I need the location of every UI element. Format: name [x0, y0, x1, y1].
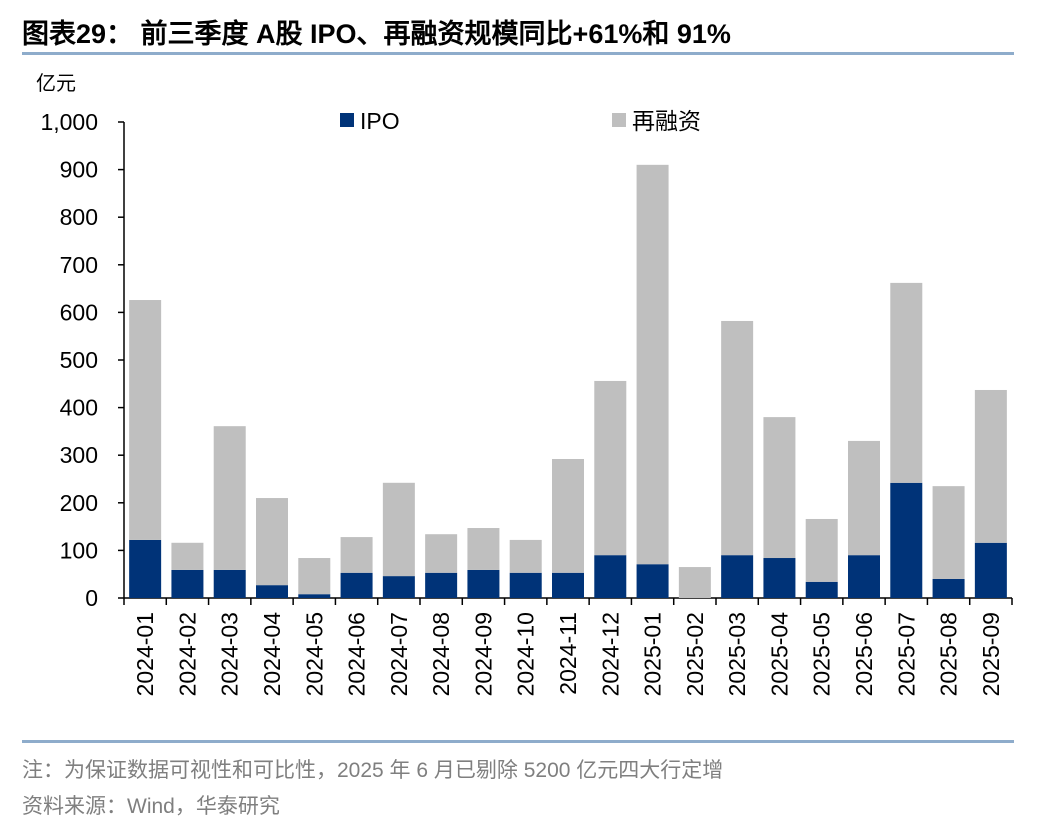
y-tick-label: 600 — [60, 299, 98, 325]
bar-refinancing — [636, 164, 669, 565]
bar-refinancing — [213, 426, 246, 570]
legend-swatch-refinancing — [612, 113, 626, 127]
bar-refinancing — [340, 537, 373, 573]
x-tick-label: 2025-01 — [640, 612, 666, 696]
bar-refinancing — [805, 518, 838, 582]
x-tick-label: 2024-02 — [174, 612, 200, 696]
bar-ipo — [340, 572, 373, 598]
bar-refinancing — [594, 380, 627, 556]
legend-label: 再融资 — [632, 108, 701, 134]
y-tick-label: 200 — [60, 490, 98, 516]
x-tick-label: 2024-10 — [513, 612, 539, 696]
bar-refinancing — [129, 300, 162, 540]
x-tick-label: 2025-08 — [936, 612, 962, 696]
y-axis-unit: 亿元 — [36, 72, 76, 95]
source-text: 资料来源：Wind，华泰研究 — [22, 795, 280, 818]
bar-refinancing — [509, 539, 542, 573]
y-tick-label: 0 — [85, 585, 98, 611]
stacked-bar-chart: 亿元 0 100 200 300 400 500 600 700 800 900 1,000 2024-… — [36, 72, 1013, 697]
chart-title: 图表29： 前三季度 A股 IPO、再融资规模同比+61%和 91% — [22, 19, 731, 49]
bar-refinancing — [890, 282, 923, 483]
x-tick-label: 2024-08 — [428, 612, 454, 696]
x-tick-label: 2024-07 — [386, 612, 412, 696]
y-tick-label: 400 — [60, 395, 98, 421]
x-tick-label: 2024-12 — [597, 612, 623, 696]
footer-rule — [22, 740, 1014, 743]
x-tick-label: 2025-04 — [766, 612, 792, 697]
bar-refinancing — [298, 558, 331, 595]
bar-ipo — [298, 594, 331, 598]
x-tick-label: 2025-02 — [682, 612, 708, 696]
y-tick-label: 800 — [60, 204, 98, 230]
x-tick-label: 2025-07 — [893, 612, 919, 696]
y-tick-label: 900 — [60, 157, 98, 183]
bar-ipo — [848, 555, 880, 598]
bar-ipo — [467, 569, 500, 598]
legend-swatch-ipo — [340, 113, 354, 127]
x-tick-label: 2024-11 — [555, 612, 581, 695]
x-tick-label: 2024-04 — [259, 612, 285, 697]
x-tick-label: 2025-03 — [724, 612, 750, 696]
x-tick-label: 2024-05 — [301, 612, 327, 696]
bar-ipo — [425, 572, 458, 598]
legend-label: IPO — [360, 108, 400, 134]
bar-ipo — [594, 555, 627, 598]
bar-refinancing — [848, 440, 880, 556]
footnote: 注：为保证数据可视性和可比性，2025 年 6 月已剔除 5200 亿元四大行定… — [22, 759, 724, 782]
bar-ipo — [256, 585, 288, 598]
bar-ipo — [974, 542, 1007, 598]
bar-ipo — [213, 569, 246, 598]
bar-refinancing — [171, 542, 204, 570]
y-tick-label: 100 — [60, 537, 98, 563]
bar-refinancing — [763, 417, 796, 559]
bar-refinancing — [256, 498, 288, 586]
bar-ipo — [509, 572, 542, 598]
x-tick-label: 2025-05 — [809, 612, 835, 696]
bar-ipo — [763, 558, 796, 598]
bar-refinancing — [425, 534, 458, 573]
bar-refinancing — [932, 486, 965, 579]
bar-refinancing — [678, 567, 711, 598]
bar-refinancing — [552, 459, 584, 573]
title-rule — [22, 52, 1014, 55]
bar-ipo — [890, 482, 923, 598]
bar-ipo — [636, 564, 669, 598]
bar-refinancing — [721, 320, 754, 556]
x-tick-label: 2024-09 — [470, 612, 496, 696]
bar-ipo — [805, 581, 838, 598]
bar-refinancing — [974, 389, 1007, 543]
bar-refinancing — [467, 528, 500, 570]
y-tick-label: 700 — [60, 252, 98, 278]
x-tick-label: 2024-06 — [344, 612, 370, 696]
y-tick-label: 1,000 — [40, 109, 98, 135]
y-tick-label: 500 — [60, 347, 98, 373]
bar-refinancing — [382, 482, 415, 577]
bar-ipo — [382, 576, 415, 598]
x-tick-label: 2024-01 — [132, 612, 158, 696]
bar-ipo — [171, 569, 204, 598]
y-tick-label: 300 — [60, 442, 98, 468]
x-tick-label: 2025-09 — [978, 612, 1004, 696]
x-tick-label: 2025-06 — [851, 612, 877, 696]
bar-ipo — [721, 555, 754, 598]
bar-ipo — [129, 539, 162, 598]
x-tick-label: 2024-03 — [217, 612, 243, 696]
bar-ipo — [932, 578, 965, 598]
bar-ipo — [552, 572, 584, 598]
